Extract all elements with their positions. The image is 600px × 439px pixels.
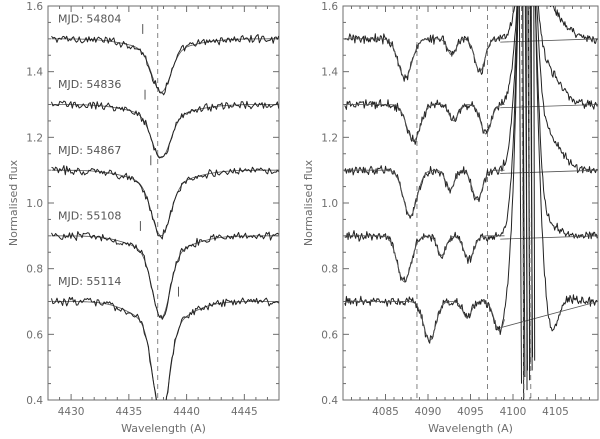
y-tick-label: 0.4 <box>26 395 43 407</box>
y-tick-label: 1.0 <box>321 198 338 210</box>
series-label: MJD: 54804 <box>58 12 121 25</box>
continuum-line <box>500 104 598 109</box>
x-tick-label: 4100 <box>500 406 527 418</box>
emission-spike <box>529 6 534 358</box>
y-tick-label: 0.6 <box>321 329 338 341</box>
x-tick-label: 4435 <box>115 406 142 418</box>
model-fit-line <box>344 235 505 283</box>
reference-line <box>521 5 525 401</box>
series-label: MJD: 54836 <box>58 78 121 91</box>
series-label: MJD: 55114 <box>58 275 121 288</box>
spectrum-line <box>51 231 279 320</box>
spectrum-line <box>51 296 279 400</box>
y-tick-label: 1.6 <box>321 1 338 13</box>
continuum-line <box>500 235 598 240</box>
series-label: MJD: 55108 <box>58 209 121 222</box>
emission-spike <box>527 6 531 364</box>
emission-spike <box>533 6 536 361</box>
model-fit-line <box>51 169 279 237</box>
x-tick-label: 4105 <box>542 406 569 418</box>
x-tick-label: 4090 <box>415 406 442 418</box>
emission-spike <box>518 6 522 384</box>
spectrum-line <box>51 100 279 159</box>
y-tick-label: 0.4 <box>321 395 338 407</box>
series-label: MJD: 54867 <box>58 144 121 157</box>
spectrum-line <box>344 6 598 82</box>
y-tick-label: 1.2 <box>26 132 43 144</box>
left-panel: 0.4 0.6 0.8 1.0 1.2 1.4 1.6 4430 4435 4440 4445 Wav… <box>7 1 280 435</box>
x-tick-label: 4445 <box>231 406 258 418</box>
emission-spike <box>524 6 528 371</box>
y-axis-label: Normalised flux <box>302 159 315 246</box>
model-fit-line <box>344 301 505 342</box>
model-fit-line <box>344 38 505 79</box>
spectrum-line <box>344 6 598 219</box>
y-axis-label: Normalised flux <box>7 159 20 246</box>
plot-frame <box>47 5 280 401</box>
continuum-line <box>500 301 598 329</box>
plot-frame <box>342 5 599 401</box>
x-axis-label: Wavelength (A) <box>428 422 513 435</box>
emission-spike <box>522 6 526 378</box>
x-tick-label: 4095 <box>457 406 484 418</box>
x-axis-label: Wavelength (A) <box>121 422 206 435</box>
x-tick-label: 4085 <box>372 406 399 418</box>
y-tick-label: 0.8 <box>321 264 338 276</box>
spectrum-line <box>51 34 279 96</box>
model-fit-line <box>344 104 505 141</box>
reference-line <box>527 5 532 401</box>
right-panel: 0.4 0.6 0.8 1.0 1.2 1.4 1.6 4085 4090 4095 4100 410… <box>302 1 599 435</box>
model-fit-line <box>344 169 505 217</box>
x-tick-label: 4430 <box>58 406 85 418</box>
y-tick-label: 1.4 <box>26 67 43 79</box>
spectrum-line <box>51 165 279 240</box>
y-tick-label: 0.6 <box>26 329 43 341</box>
x-tick-label: 4440 <box>173 406 200 418</box>
spectrum-line <box>344 6 598 283</box>
y-tick-label: 1.6 <box>26 1 43 13</box>
continuum-line <box>500 169 598 174</box>
y-tick-label: 1.2 <box>321 132 338 144</box>
y-tick-label: 1.4 <box>321 67 338 79</box>
y-tick-label: 0.8 <box>26 264 43 276</box>
spectrum-line <box>344 6 598 145</box>
y-tick-label: 1.0 <box>26 198 43 210</box>
